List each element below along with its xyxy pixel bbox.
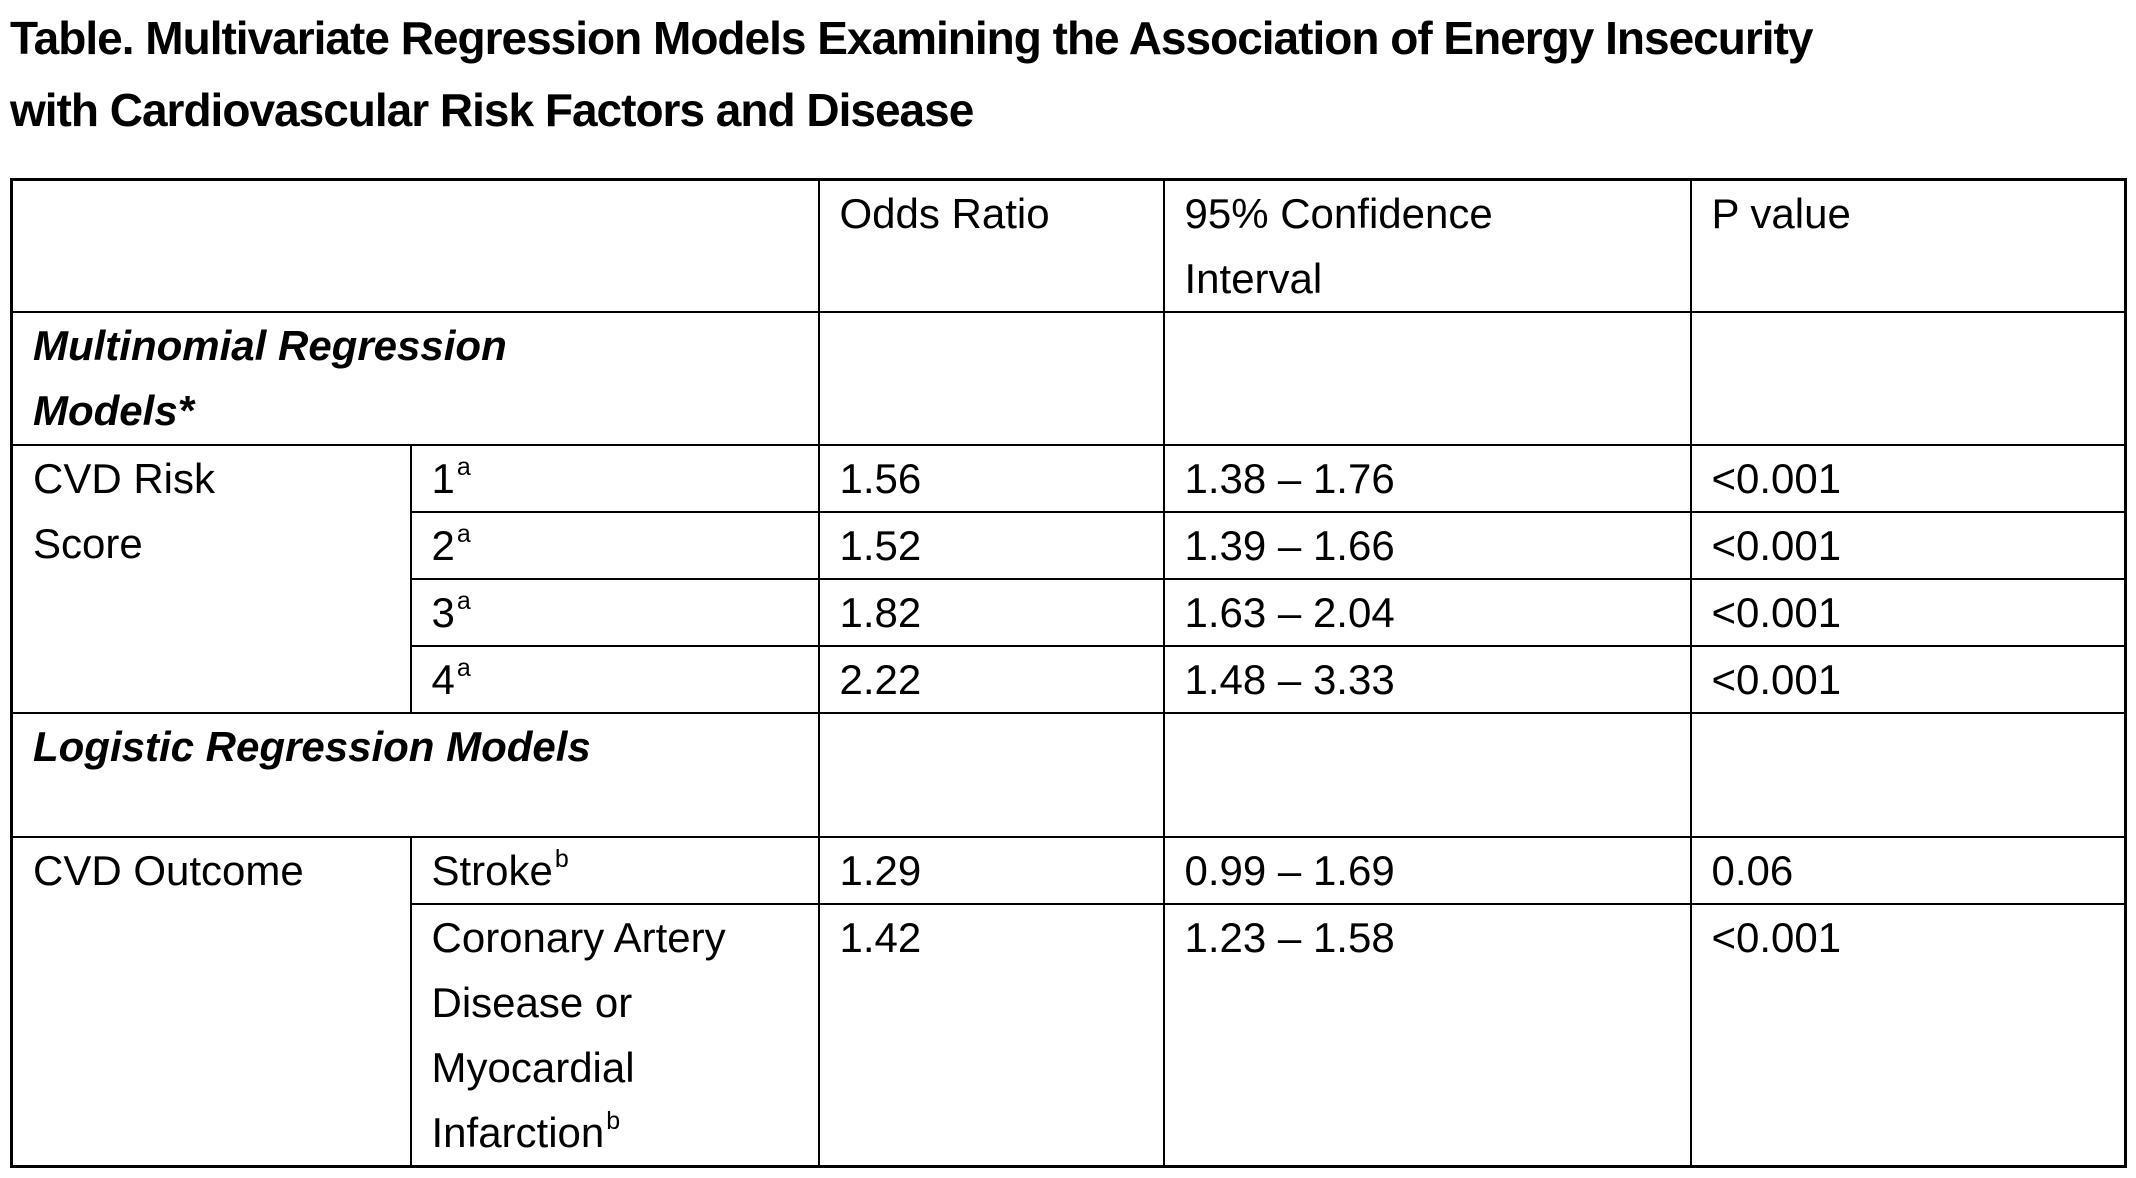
odds-ratio-value: 1.82 [817,578,1165,647]
header-odds-ratio: Odds Ratio [817,178,1165,313]
footnote-marker-a: a [456,654,471,682]
quartile-3-text: 3 [431,589,455,636]
ci-value: 1.23 – 1.58 [1162,903,1692,1168]
ci-value: 0.99 – 1.69 [1162,836,1692,905]
footnote-marker-a: a [456,453,471,481]
header-row: Odds Ratio 95% Confidence Interval P val… [10,178,2127,313]
ci-value: 1.48 – 3.33 [1162,645,1692,714]
regression-table: Odds Ratio 95% Confidence Interval P val… [10,178,2127,1168]
row-label-coronary: Coronary Artery Disease or Myocardial In… [409,903,820,1168]
cvd-outcome-row-coronary: Coronary Artery Disease or Myocardial In… [12,903,2127,1168]
p-value: <0.001 [1689,511,2127,580]
cvd-risk-score-row-1: CVD Risk Score 1a 1.56 1.38 – 1.76 <0.00… [10,444,2127,714]
ci-value: 1.63 – 2.04 [1162,578,1692,647]
empty-cell [817,311,1165,446]
p-value: <0.001 [1689,444,2127,513]
ci-value: 1.39 – 1.66 [1162,511,1692,580]
empty-cell [1689,712,2127,838]
p-value: <0.001 [1689,903,2127,1168]
p-value: <0.001 [1689,578,2127,647]
empty-cell [1689,311,2127,446]
coronary-text: Coronary Artery Disease or Myocardial In… [431,914,726,1156]
empty-cell [1162,311,1692,446]
footnote-marker-b: b [554,845,569,873]
logistic-section-row: Logistic Regression Models [10,712,2127,838]
header-confidence-interval: 95% Confidence Interval [1162,178,1692,313]
row-label-quartile-4: 4a [409,645,820,714]
row-label-quartile-1: 1a [409,444,820,513]
header-p-value: P value [1689,178,2127,313]
quartile-1-text: 1 [431,455,455,502]
odds-ratio-value: 1.29 [817,836,1165,905]
logistic-section-heading: Logistic Regression Models [10,712,820,838]
multinomial-section-heading: Multinomial Regression Models* [10,311,820,446]
row-label-stroke: Strokeb [409,836,820,905]
multinomial-section-row: Multinomial Regression Models* [10,311,2127,446]
header-blank-cell [10,178,820,313]
odds-ratio-value: 1.52 [817,511,1165,580]
table-title: Table. Multivariate Regression Models Ex… [10,12,1813,136]
quartile-2-text: 2 [431,522,455,569]
p-value: 0.06 [1689,836,2127,905]
p-value: <0.001 [1689,645,2127,714]
quartile-4-text: 4 [431,656,455,703]
empty-cell [1162,712,1692,838]
row-label-quartile-2: 2a [409,511,820,580]
odds-ratio-value: 1.42 [817,903,1165,1168]
cvd-risk-score-row-4: 4a 2.22 1.48 – 3.33 <0.001 [12,645,2127,714]
group-label-cvd-risk-score: CVD Risk Score [10,444,412,714]
cvd-risk-score-row-2: 2a 1.52 1.39 – 1.66 <0.001 [12,511,2127,580]
odds-ratio-value: 1.56 [817,444,1165,513]
cvd-risk-score-row-3: 3a 1.82 1.63 – 2.04 <0.001 [12,578,2127,647]
ci-value: 1.38 – 1.76 [1162,444,1692,513]
footnote-marker-b: b [606,1107,621,1135]
footnote-marker-a: a [456,587,471,615]
row-label-quartile-3: 3a [409,578,820,647]
group-label-cvd-outcome: CVD Outcome [10,836,412,1168]
cvd-outcome-row-stroke: CVD Outcome Strokeb 1.29 0.99 – 1.69 0.0… [10,836,2127,1168]
footnote-marker-a: a [456,520,471,548]
stroke-text: Stroke [431,847,553,894]
empty-cell [817,712,1165,838]
odds-ratio-value: 2.22 [817,645,1165,714]
